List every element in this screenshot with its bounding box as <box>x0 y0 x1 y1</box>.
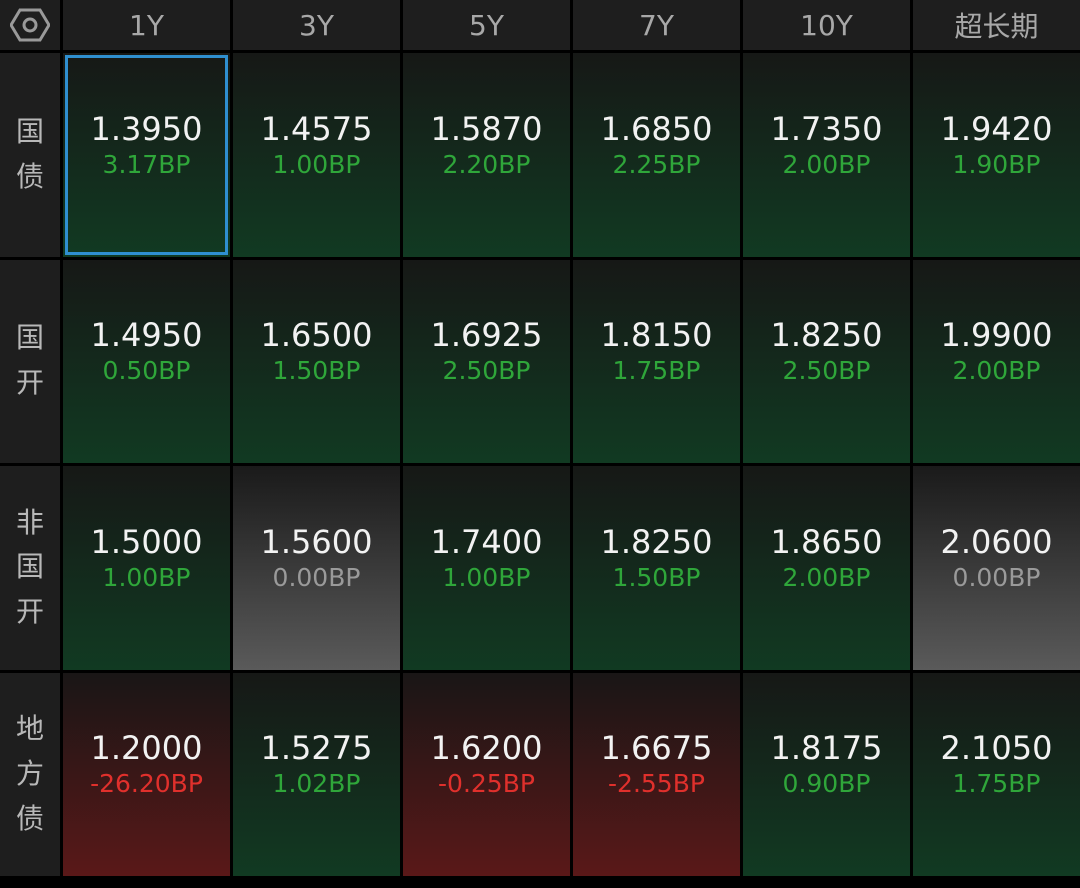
row-label-text: 国开 <box>16 321 45 400</box>
bp-change: 1.02BP <box>272 769 361 799</box>
yield-value: 1.6925 <box>430 316 543 355</box>
row-label-text: 非国开 <box>16 505 45 629</box>
yield-value: 1.5275 <box>260 729 373 768</box>
yield-value: 1.6500 <box>260 316 373 355</box>
yield-value: 1.8150 <box>600 316 713 355</box>
bp-change: 0.00BP <box>272 562 361 592</box>
bp-change: 1.50BP <box>612 562 701 592</box>
bp-change: 1.50BP <box>272 356 361 386</box>
bp-change: 2.20BP <box>442 149 531 179</box>
row-label: 地方债 <box>0 672 60 876</box>
quote-cell[interactable]: 1.9420 1.90BP <box>913 53 1080 257</box>
yield-value: 1.3950 <box>90 109 203 148</box>
bp-change: 2.50BP <box>442 356 531 386</box>
row-label: 非国开 <box>0 466 60 670</box>
bp-change: 1.75BP <box>952 769 1041 799</box>
yield-value: 1.5870 <box>430 109 543 148</box>
yield-value: 1.6850 <box>600 109 713 148</box>
bp-change: 1.00BP <box>442 562 531 592</box>
row-label-text: 地方债 <box>16 712 45 835</box>
quote-cell[interactable]: 1.8650 2.00BP <box>743 466 910 670</box>
quote-cell[interactable]: 1.7350 2.00BP <box>743 53 910 257</box>
row-label-text: 国债 <box>16 114 45 193</box>
yield-value: 1.8650 <box>770 522 883 561</box>
quote-cell[interactable]: 1.6925 2.50BP <box>403 259 570 463</box>
bp-change: 1.00BP <box>272 149 361 179</box>
yield-value: 1.4575 <box>260 109 373 148</box>
quote-cell[interactable]: 1.4950 0.50BP <box>63 259 230 463</box>
settings-button[interactable] <box>0 0 60 50</box>
bp-change: 2.00BP <box>782 562 871 592</box>
quote-cell[interactable]: 1.3950 3.17BP <box>63 53 230 257</box>
row-label: 国开 <box>0 259 60 463</box>
column-header[interactable]: 10Y <box>743 0 910 50</box>
quote-cell[interactable]: 1.8150 1.75BP <box>573 259 740 463</box>
column-header[interactable]: 超长期 <box>913 0 1080 50</box>
bp-change: 0.00BP <box>952 562 1041 592</box>
bp-change: -0.25BP <box>438 769 535 799</box>
yield-value: 1.2000 <box>90 729 203 768</box>
yield-value: 1.5600 <box>260 522 373 561</box>
quote-cell[interactable]: 1.7400 1.00BP <box>403 466 570 670</box>
yield-value: 1.5000 <box>90 522 203 561</box>
quote-cell[interactable]: 1.5870 2.20BP <box>403 53 570 257</box>
yield-value: 1.7400 <box>430 522 543 561</box>
bp-change: 1.00BP <box>102 562 191 592</box>
yield-value: 1.8250 <box>600 522 713 561</box>
bp-change: 2.00BP <box>782 149 871 179</box>
quote-cell[interactable]: 1.8250 2.50BP <box>743 259 910 463</box>
column-header[interactable]: 3Y <box>233 0 400 50</box>
bp-change: -26.20BP <box>90 769 203 799</box>
bp-change: 3.17BP <box>102 149 191 179</box>
yield-value: 1.9420 <box>940 109 1053 148</box>
quote-cell[interactable]: 1.2000 -26.20BP <box>63 672 230 876</box>
bp-change: 1.90BP <box>952 149 1041 179</box>
quote-cell[interactable]: 1.5000 1.00BP <box>63 466 230 670</box>
bp-change: 2.00BP <box>952 356 1041 386</box>
bp-change: -2.55BP <box>608 769 705 799</box>
quote-cell[interactable]: 1.5600 0.00BP <box>233 466 400 670</box>
yield-value: 1.4950 <box>90 316 203 355</box>
yield-value: 1.6675 <box>600 729 713 768</box>
quote-cell[interactable]: 1.6500 1.50BP <box>233 259 400 463</box>
yield-value: 1.8175 <box>770 729 883 768</box>
yield-value: 1.7350 <box>770 109 883 148</box>
quote-cell[interactable]: 1.8250 1.50BP <box>573 466 740 670</box>
quote-cell[interactable]: 1.9900 2.00BP <box>913 259 1080 463</box>
bp-change: 0.50BP <box>102 356 191 386</box>
column-header[interactable]: 1Y <box>63 0 230 50</box>
bp-change: 1.75BP <box>612 356 701 386</box>
quote-cell[interactable]: 1.5275 1.02BP <box>233 672 400 876</box>
bp-change: 0.90BP <box>782 769 871 799</box>
quote-cell[interactable]: 2.1050 1.75BP <box>913 672 1080 876</box>
column-header[interactable]: 5Y <box>403 0 570 50</box>
bp-change: 2.25BP <box>612 149 701 179</box>
quote-cell[interactable]: 1.6850 2.25BP <box>573 53 740 257</box>
quote-cell[interactable]: 1.6675 -2.55BP <box>573 672 740 876</box>
yield-value: 2.1050 <box>940 729 1053 768</box>
yield-value: 1.8250 <box>770 316 883 355</box>
quote-cell[interactable]: 2.0600 0.00BP <box>913 466 1080 670</box>
yield-value: 1.6200 <box>430 729 543 768</box>
row-label: 国债 <box>0 53 60 257</box>
yield-value: 1.9900 <box>940 316 1053 355</box>
bp-change: 2.50BP <box>782 356 871 386</box>
quote-cell[interactable]: 1.8175 0.90BP <box>743 672 910 876</box>
column-header[interactable]: 7Y <box>573 0 740 50</box>
quote-cell[interactable]: 1.6200 -0.25BP <box>403 672 570 876</box>
quote-cell[interactable]: 1.4575 1.00BP <box>233 53 400 257</box>
yield-value: 2.0600 <box>940 522 1053 561</box>
settings-icon <box>10 8 50 42</box>
